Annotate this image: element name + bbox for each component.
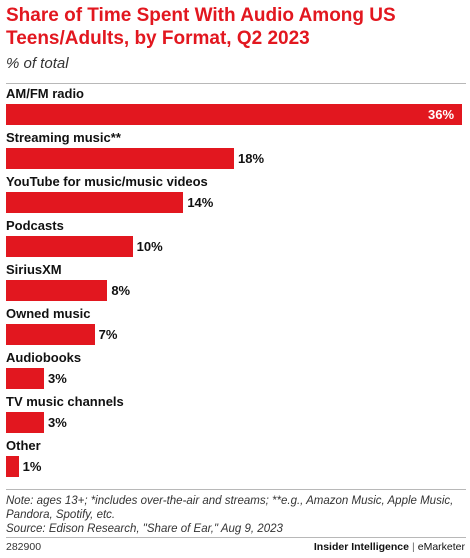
category-label: SiriusXM (6, 262, 62, 277)
value-label: 10% (136, 239, 163, 254)
value-label: 7% (98, 327, 118, 342)
bottom-divider (6, 489, 466, 490)
category-label: Podcasts (6, 218, 64, 233)
category-label: TV music channels (6, 394, 124, 409)
value-label: 3% (48, 371, 67, 386)
bar (6, 104, 462, 125)
note-text: Note: ages 13+; *includes over-the-air a… (6, 495, 454, 521)
chart-id: 282900 (6, 541, 42, 553)
bar (6, 412, 44, 433)
value-label: 8% (111, 283, 131, 298)
category-label: Other (6, 438, 41, 453)
bar (6, 148, 234, 169)
value-label: 1% (22, 459, 42, 474)
bar (6, 236, 133, 257)
source-text: Source: Edison Research, "Share of Ear,"… (6, 523, 283, 535)
bar (6, 368, 44, 389)
category-label: YouTube for music/music videos (6, 174, 208, 189)
chart-title: Share of Time Spent With Audio Among US … (6, 5, 396, 49)
category-label: Streaming music** (6, 130, 121, 145)
value-label: 36% (428, 107, 455, 122)
category-label: AM/FM radio (6, 86, 84, 101)
value-label: 14% (187, 195, 214, 210)
category-label: Owned music (6, 306, 91, 321)
bar (6, 456, 19, 477)
category-label: Audiobooks (6, 350, 82, 365)
bar (6, 192, 184, 213)
top-divider (6, 83, 466, 84)
bar-chart: AM/FM radio 36% Streaming music** 18% YouTub… (0, 86, 470, 486)
bar (6, 280, 108, 301)
brand-secondary: eMarketer (417, 541, 465, 553)
value-label: 3% (48, 415, 67, 430)
chart-note: Note: ages 13+; *includes over-the-air a… (6, 494, 468, 536)
bar (6, 324, 95, 345)
chart-subtitle: % of total (6, 55, 69, 72)
brand-credit: Insider Intelligence | eMarketer (314, 541, 465, 553)
value-label: 18% (238, 151, 265, 166)
brand-separator: | (412, 541, 415, 553)
footer-divider (6, 537, 466, 538)
brand-primary: Insider Intelligence (313, 541, 409, 553)
